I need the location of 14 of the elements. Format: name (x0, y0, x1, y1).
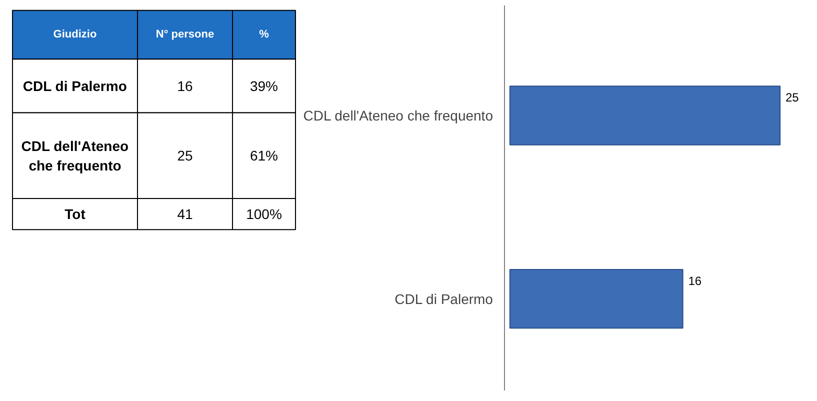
text: CDL di Palermo (22, 78, 127, 94)
text: 61% (250, 148, 278, 164)
text: 41 (177, 206, 193, 222)
text: Giudizio (53, 28, 97, 41)
text: 39% (250, 78, 278, 94)
text: 25 (177, 148, 193, 164)
text: N° persone (156, 28, 214, 41)
text: 16 (177, 78, 193, 94)
data-label: 16 (688, 274, 702, 288)
text: CDL dell'Ateneo che frequento (21, 138, 129, 174)
text: % (259, 28, 270, 41)
text: Tot (64, 206, 86, 222)
data-label: 25 (785, 90, 800, 105)
text: 100% (246, 206, 282, 222)
